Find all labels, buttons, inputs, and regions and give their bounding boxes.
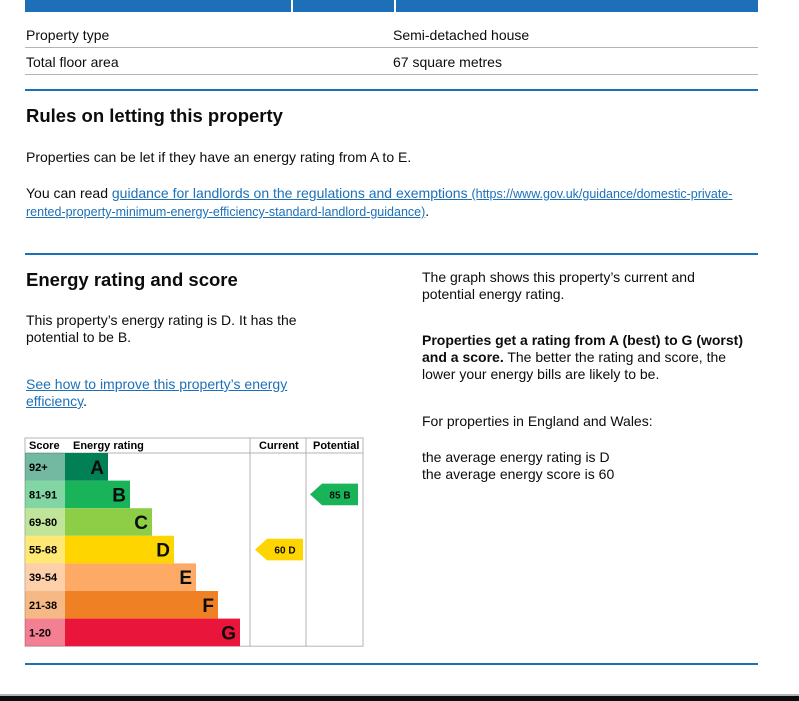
rating: B: [343, 490, 350, 501]
rating-bar: [65, 591, 218, 619]
bold-text: Properties get a rating from A (best) to…: [422, 332, 743, 365]
score-range: 92+: [29, 462, 48, 474]
improve-link[interactable]: See how to improve this property’s energ…: [26, 376, 288, 409]
score-range: 81-91: [29, 489, 57, 501]
footer-edge: [0, 694, 799, 701]
paragraph: the average energy rating is D: [422, 449, 610, 465]
score-cell: [25, 591, 65, 619]
rating: D: [288, 546, 295, 557]
score-cell: [25, 618, 65, 647]
score: 60: [274, 546, 286, 557]
score-cell: [25, 563, 65, 591]
text: The better the rating and score, the low…: [422, 349, 727, 382]
header-separator: [394, 0, 396, 12]
rating-letter: C: [134, 513, 148, 534]
column-header: Current: [259, 440, 299, 452]
score-cell: [25, 508, 65, 536]
paragraph: Properties get a rating from A (best) to…: [422, 332, 762, 383]
energy-rating-chart: Score Energy rating Current Potential 92+ A 81…: [24, 437, 364, 647]
guidance-link[interactable]: guidance for landlords on the regulation…: [26, 185, 732, 219]
rating-bar: [65, 535, 174, 564]
header-separator: [291, 0, 293, 12]
paragraph: the average energy score is 60: [422, 466, 615, 482]
row-label: Property type: [26, 27, 110, 43]
link-text[interactable]: guidance for landlords on the regulation…: [111, 185, 468, 201]
rating-letter: B: [112, 485, 126, 506]
column-header: Potential: [313, 440, 359, 452]
paragraph: The graph shows this property’s current …: [422, 269, 695, 302]
summary-row: Total floor area 67 square metres: [25, 48, 758, 75]
text: .: [425, 203, 430, 219]
row-value: 67 square metres: [393, 54, 502, 70]
section-rule: [25, 253, 758, 255]
potential-label: 85 B: [329, 490, 350, 501]
score-cell: [25, 535, 65, 564]
row-label: Total floor area: [26, 54, 119, 70]
score-range: 69-80: [29, 517, 57, 529]
row-value: Semi-detached house: [393, 27, 530, 43]
text: You can read: [26, 185, 108, 201]
rating-bar: [65, 508, 152, 536]
score-cell: [25, 453, 65, 481]
paragraph: For properties in England and Wales:: [422, 413, 653, 429]
current-label: 60 D: [274, 546, 295, 557]
column-header: Score: [29, 440, 60, 452]
rating-letter: F: [202, 596, 214, 617]
score-range: 1-20: [29, 627, 51, 639]
current-arrow: [255, 538, 303, 561]
rating-letter: A: [90, 458, 104, 479]
potential-arrow: [310, 483, 358, 506]
paragraph: Properties can be let if they have an en…: [26, 149, 412, 165]
rating-bar: [65, 618, 240, 647]
score-range: 21-38: [29, 600, 57, 612]
score-range: 39-54: [29, 572, 58, 584]
paragraph: This property’s energy rating is D. It h…: [26, 312, 297, 345]
paragraph: See how to improve this property’s energ…: [26, 376, 316, 410]
section-rule: [25, 89, 758, 91]
rating-letter: D: [156, 541, 170, 562]
rating-bar: [65, 480, 130, 509]
score: 85: [329, 490, 341, 501]
rating-bar: [65, 453, 108, 481]
section-rule: [25, 663, 758, 665]
rating-letter: E: [179, 568, 192, 589]
rating-bar: [65, 563, 196, 591]
rating-letter: G: [221, 623, 236, 644]
text: .: [83, 393, 87, 409]
summary-row: Property type Semi-detached house: [25, 21, 758, 48]
paragraph: You can read guidance for landlords on t…: [26, 185, 746, 221]
table-header-bar: [25, 0, 758, 12]
link-url[interactable]: (https://www.gov.uk/guidance/domestic-pr…: [26, 187, 733, 219]
section-title: Rules on letting this property: [26, 105, 283, 126]
score-range: 55-68: [29, 545, 57, 557]
section-title: Energy rating and score: [26, 269, 238, 290]
score-cell: [25, 480, 65, 509]
column-header: Energy rating: [73, 440, 144, 452]
